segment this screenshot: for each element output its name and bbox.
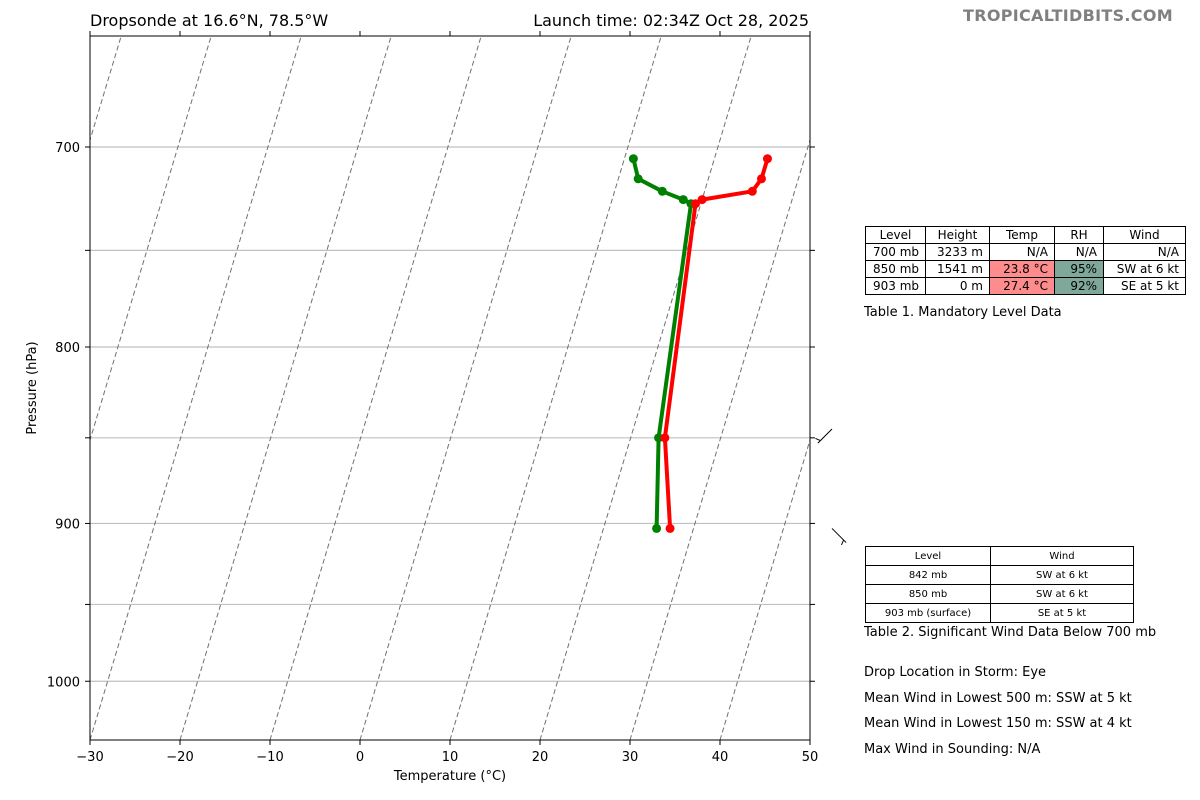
tick-layer: −30 −20 −10 0 10 20 30 40 50 700 800 900 1000 [47,31,818,765]
chart-title-location: Dropsonde at 16.6°N, 78.5°W [90,11,329,30]
x-tick-label: −30 [76,750,103,765]
brand-watermark: TROPICALTIDBITS.COM [963,6,1173,25]
grid-layer [90,146,810,682]
table-header: Wind [990,546,1134,566]
series-layer [628,154,772,533]
x-tick-label: 40 [712,750,729,765]
table-cell: 0 m [925,277,990,295]
wind-barb-staff [817,428,833,444]
table-cell: 850 mb [865,260,926,278]
table-cell: SE at 5 kt [990,603,1134,623]
wind-barb-flag [815,438,821,442]
table-header: RH [1054,226,1104,244]
mean-wind-500-text: Mean Wind in Lowest 500 m: SSW at 5 kt [864,691,1132,706]
temperature-point [747,186,757,196]
y-tick-label: 800 [55,341,80,356]
chart-title-launch-time: Launch time: 02:34Z Oct 28, 2025 [533,11,809,30]
isotherm-line [90,36,212,442]
table-row: 850 mb 1541 m 23.8 °C 95% SW at 6 kt [865,260,1186,278]
table-cell: SW at 6 kt [990,565,1134,585]
table-cell: SW at 6 kt [990,584,1134,604]
temperature-point [756,174,766,184]
table-row: 842 mb SW at 6 kt [865,565,1134,585]
wind-barb [815,428,833,444]
isotherm-line [629,138,810,740]
mandatory-level-table: Level Height Temp RH Wind 700 mb 3233 m … [865,226,1186,295]
x-tick-label: 0 [356,750,364,765]
isotherm-line [719,438,810,740]
table-header: Wind [1103,226,1186,244]
table-header: Height [925,226,990,244]
y-tick-label: 900 [55,517,80,532]
table-cell: 850 mb [865,584,991,604]
dewpoint-point [657,186,667,196]
table-cell-temp: 27.4 °C [989,277,1055,295]
table-row: 903 mb 0 m 27.4 °C 92% SE at 5 kt [865,277,1186,295]
temperature-point [690,199,700,209]
isotherm-line [179,36,392,740]
table-header-row: Level Wind [865,546,1134,566]
table-cell: 1541 m [925,260,990,278]
y-tick-label: 1000 [47,675,80,690]
max-wind-text: Max Wind in Sounding: N/A [864,742,1041,757]
dewpoint-point [652,523,662,533]
x-tick-label: 30 [622,750,639,765]
wind-barb [831,528,847,546]
x-tick-label: 10 [442,750,459,765]
table-cell: SE at 5 kt [1103,277,1186,295]
y-axis-label: Pressure (hPa) [25,341,40,434]
table-header: Level [865,226,926,244]
isotherm-line [359,36,572,740]
wind-barb-staff [831,528,847,543]
significant-wind-table: Level Wind 842 mb SW at 6 kt 850 mb SW a… [865,546,1134,623]
table-row: 700 mb 3233 m N/A N/A N/A [865,243,1186,261]
temperature-point [665,523,675,533]
isotherm-layer [90,36,810,740]
dewpoint-point [654,433,664,443]
table-cell: N/A [1103,243,1186,261]
dewpoint-point [633,174,643,184]
wind-barb-layer [815,428,847,546]
table-cell: 903 mb (surface) [865,603,991,623]
dewpoint-point [628,154,638,164]
table-header-row: Level Height Temp RH Wind [865,226,1186,244]
table-cell: SW at 6 kt [1103,260,1186,278]
dewpoint-point [678,195,688,205]
x-tick-label: 20 [532,750,549,765]
mean-wind-150-text: Mean Wind in Lowest 150 m: SSW at 4 kt [864,716,1132,731]
drop-location-text: Drop Location in Storm: Eye [864,665,1047,680]
table-cell: 842 mb [865,565,991,585]
temperature-line [662,158,770,529]
x-tick-label: 50 [802,750,819,765]
table-header: Level [865,546,991,566]
table-cell-rh: 92% [1054,277,1104,295]
wind-barb-flag [841,539,845,546]
table-cell: 700 mb [865,243,926,261]
temperature-point [762,154,772,164]
temperature-point [697,195,707,205]
isotherm-line [90,36,302,740]
table-cell-rh: 95% [1054,260,1104,278]
y-tick-label: 700 [55,141,80,156]
x-axis-label: Temperature (°C) [393,769,506,784]
table-cell: 3233 m [925,243,990,261]
isotherm-line [539,36,752,740]
x-tick-label: −10 [256,750,283,765]
table-cell: 903 mb [865,277,926,295]
isotherm-line [269,36,482,740]
temperature-point [660,433,670,443]
table-cell: N/A [989,243,1055,261]
table-cell-temp: 23.8 °C [989,260,1055,278]
table-header: Temp [989,226,1055,244]
table2-caption: Table 2. Significant Wind Data Below 700… [864,625,1157,640]
x-tick-label: −20 [166,750,193,765]
table1-caption: Table 1. Mandatory Level Data [864,305,1062,320]
table-row: 850 mb SW at 6 kt [865,584,1134,604]
isotherm-line [449,36,662,740]
dewpoint-line [631,158,693,529]
table-cell: N/A [1054,243,1104,261]
table-row: 903 mb (surface) SE at 5 kt [865,603,1134,623]
